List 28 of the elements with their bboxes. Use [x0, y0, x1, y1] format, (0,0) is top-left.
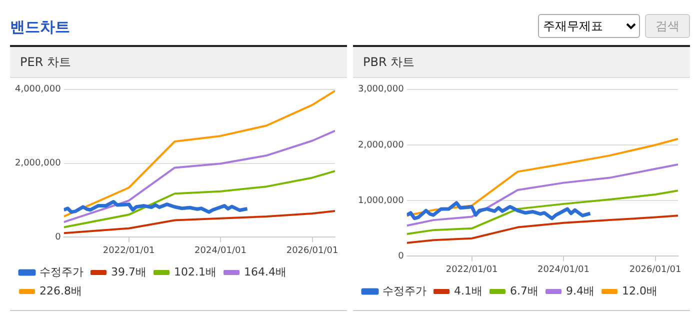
text: 밴드차트: [10, 18, 70, 37]
legend-label: 4.1배: [454, 284, 482, 298]
text: 주재무제표: [538, 14, 640, 38]
y-tick-label: 0: [398, 252, 404, 262]
legend-label: 6.7배: [510, 284, 538, 298]
legend-label: 226.8배: [40, 284, 82, 298]
text: 검색: [645, 14, 690, 38]
legend-label: 9.4배: [566, 284, 594, 298]
x-tick-label: 2022/01/01: [102, 246, 155, 256]
legend-label: 102.1배: [174, 265, 216, 278]
legend-label: 12.0배: [622, 284, 658, 298]
legend-label: 39.7배: [111, 265, 146, 278]
legend-label: 수정주가: [382, 284, 426, 298]
legend-label: 수정주가: [40, 265, 84, 278]
x-tick-label: 2026/01/01: [629, 264, 682, 275]
x-tick-label: 2024/01/01: [538, 264, 590, 275]
y-tick-label: 2,000,000: [14, 158, 62, 169]
y-tick-label: 3,000,000: [358, 84, 404, 95]
chart-title: PER 차트: [10, 47, 347, 78]
y-tick-label: 1,000,000: [358, 196, 404, 206]
y-tick-label: 4,000,000: [14, 84, 62, 95]
x-tick-label: 2022/01/01: [446, 264, 498, 275]
y-tick-label: 2,000,000: [358, 140, 404, 150]
x-tick-label: 2026/01/01: [286, 246, 338, 256]
chart-title: PBR 차트: [353, 47, 690, 78]
y-tick-label: 0: [55, 232, 62, 243]
x-tick-label: 2024/01/01: [194, 246, 246, 256]
legend-label: 164.4배: [244, 265, 286, 278]
